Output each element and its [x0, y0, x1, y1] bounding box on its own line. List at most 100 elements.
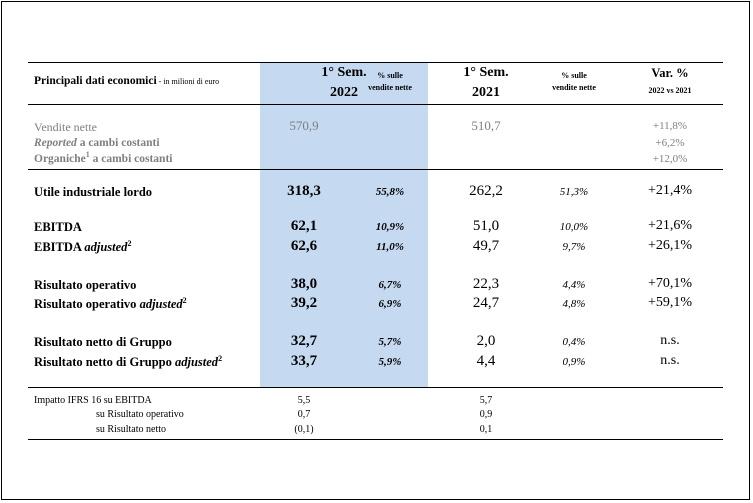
ifrs-2022-operativo: 0,7	[297, 409, 311, 420]
ifrs-label-operativo: su Risultato operativo	[96, 409, 184, 420]
reported-var: +6,2%	[655, 137, 685, 149]
row-var: +59,1%	[647, 295, 693, 310]
ifrs-label-netto: su Risultato netto	[96, 424, 166, 435]
row-pct-2022: 55,8%	[375, 186, 405, 198]
row-label: EBITDA adjusted2	[34, 238, 132, 255]
organiche-sup: 1	[85, 150, 90, 160]
rule-header	[28, 104, 723, 105]
rule-sales	[28, 169, 723, 170]
row-label: EBITDA	[34, 220, 82, 235]
row-pct-2021: 0,4%	[562, 336, 586, 348]
header-col-2022-line1: 1° Sem.	[321, 65, 367, 80]
header-var-line2: 2022 vs 2021	[648, 86, 692, 95]
header-col-2021: 1° Sem. 2021	[446, 63, 526, 103]
row-pct-2022: 11,0%	[376, 241, 404, 253]
row-value-2022: 318,3	[287, 183, 321, 199]
vendite-2022: 570,9	[289, 118, 319, 133]
reported-rest: a cambi costanti	[76, 137, 160, 149]
vendite-label: Vendite nette	[34, 120, 97, 134]
header-pct-2021-line2: vendite nette	[552, 83, 596, 92]
row-value-2021: 262,2	[469, 183, 503, 199]
header-col-2021-line1: 1° Sem.	[463, 65, 509, 80]
row-label-text: EBITDA	[34, 240, 85, 254]
row-value-2021: 51,0	[472, 218, 500, 234]
row-label: Risultato netto di Gruppo	[34, 335, 172, 350]
row-label-sup: 2	[218, 353, 223, 363]
row-label-sup: 2	[127, 238, 132, 248]
ifrs-2022-netto: (0,1)	[294, 424, 314, 435]
ifrs-label-ebitda: Impatto IFRS 16 su EBITDA	[34, 395, 152, 406]
row-pct-2022: 6,7%	[378, 279, 402, 291]
ifrs-2021-ebitda: 5,7	[479, 395, 493, 406]
row-label-text: EBITDA	[34, 220, 82, 234]
row-var: +26,1%	[647, 238, 693, 253]
row-value-2021: 49,7	[472, 238, 500, 254]
vendite-var: +11,8%	[652, 120, 688, 132]
header-pct-2021-line1: % sulle	[561, 71, 587, 80]
row-value-2022: 38,0	[290, 276, 318, 292]
row-pct-2021: 0,9%	[562, 356, 586, 368]
row-label: Risultato operativo adjusted2	[34, 295, 187, 312]
table-title: Principali dati economici - in milioni d…	[34, 75, 219, 87]
row-value-2021: 22,3	[472, 276, 500, 292]
row-pct-2021: 4,4%	[562, 279, 586, 291]
row-pct-2022: 6,9%	[378, 298, 402, 310]
row-label-suffix: adjusted	[139, 297, 183, 311]
row-pct-2022: 5,9%	[378, 356, 402, 368]
row-value-2021: 4,4	[476, 353, 496, 369]
row-label-suffix: adjusted	[175, 355, 219, 369]
header-pct-2022-line2: vendite nette	[368, 83, 412, 92]
row-pct-2021: 10,0%	[559, 221, 589, 233]
header-pct-2022-line1: % sulle	[377, 71, 403, 80]
header-pct-2021: % sulle vendite nette	[534, 70, 614, 94]
row-label-sup: 2	[182, 295, 187, 305]
row-pct-2022: 10,9%	[375, 221, 405, 233]
header-col-2022: 1° Sem. 2022	[260, 63, 428, 103]
ifrs-2022-ebitda: 5,5	[297, 395, 311, 406]
reported-label: Reported a cambi costanti	[34, 137, 160, 149]
row-var: n.s.	[660, 333, 680, 348]
row-value-2022: 32,7	[290, 333, 318, 349]
organiche-label: Organiche1 a cambi costanti	[34, 150, 173, 165]
header-pct-2022: % sulle vendite nette	[350, 70, 430, 94]
row-label: Risultato operativo	[34, 278, 136, 293]
row-pct-2021: 4,8%	[562, 298, 586, 310]
title-text: Principali dati economici	[34, 75, 157, 87]
row-label: Risultato netto di Gruppo adjusted2	[34, 353, 223, 370]
rule-top	[28, 62, 723, 63]
row-value-2021: 2,0	[476, 333, 496, 349]
row-pct-2022: 5,7%	[378, 336, 402, 348]
row-label-text: Risultato operativo	[34, 278, 137, 292]
header-col-2022-line2: 2022	[330, 85, 358, 100]
vendite-2021: 510,7	[471, 118, 501, 133]
unit-text: - in milioni di euro	[156, 77, 220, 86]
rule-bottom	[28, 439, 723, 440]
row-label-text: Utile industriale lordo	[34, 185, 153, 199]
row-value-2022: 39,2	[290, 295, 318, 311]
row-value-2022: 62,1	[290, 218, 318, 234]
header-col-2021-line2: 2021	[472, 85, 500, 100]
rule-ifrs	[28, 387, 723, 388]
row-var: n.s.	[660, 353, 680, 368]
row-var: +21,4%	[647, 183, 693, 198]
header-var-line1: Var. %	[651, 66, 689, 80]
highlight-column-2022	[260, 62, 428, 387]
row-var: +70,1%	[647, 276, 693, 291]
row-pct-2021: 9,7%	[562, 241, 586, 253]
row-value-2021: 24,7	[472, 295, 500, 311]
row-value-2022: 33,7	[290, 353, 318, 369]
row-label: Utile industriale lordo	[34, 185, 152, 200]
row-value-2022: 62,6	[290, 238, 318, 254]
row-label-text: Risultato operativo	[34, 297, 140, 311]
row-label-suffix: adjusted	[84, 240, 128, 254]
ifrs-2021-operativo: 0,9	[479, 409, 493, 420]
row-label-text: Risultato netto di Gruppo	[34, 335, 172, 349]
organiche-rest: a cambi costanti	[89, 153, 173, 165]
row-var: +21,6%	[647, 218, 693, 233]
row-pct-2021: 51,3%	[559, 186, 589, 198]
ifrs-2021-netto: 0,1	[479, 424, 493, 435]
organiche-var: +12,0%	[652, 153, 688, 165]
organiche-text: Organiche	[34, 153, 86, 165]
row-label-text: Risultato netto di Gruppo	[34, 355, 175, 369]
